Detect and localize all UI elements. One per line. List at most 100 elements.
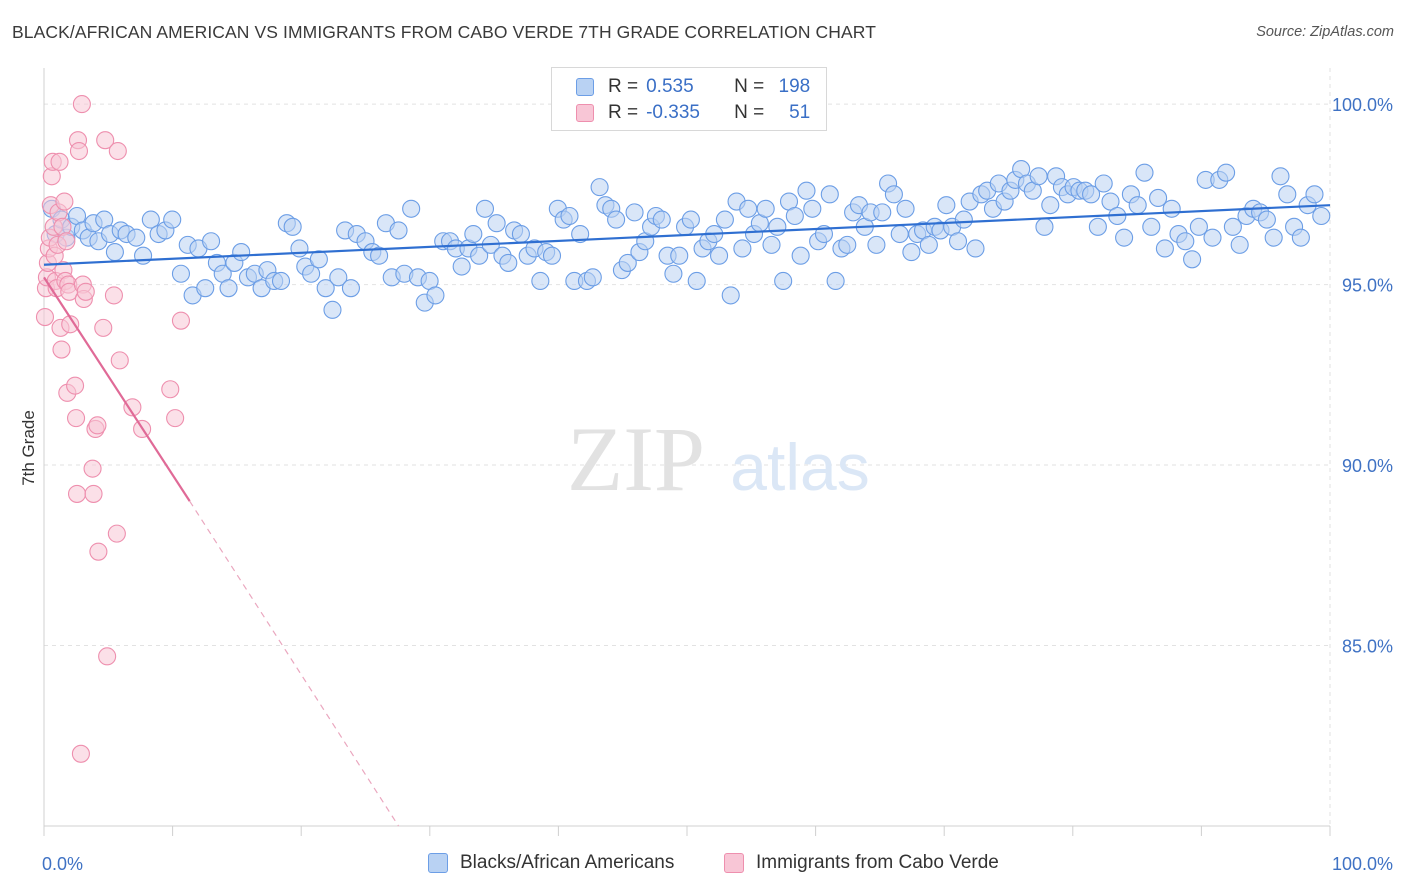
- data-point: [797, 181, 816, 200]
- legend-n-value: 51: [789, 102, 811, 123]
- watermark: ZIP atlas: [567, 408, 870, 510]
- data-point: [110, 351, 129, 370]
- legend-item-cabo-verde[interactable]: Immigrants from Cabo Verde: [724, 852, 999, 874]
- data-point: [838, 235, 857, 254]
- data-point: [1264, 228, 1283, 247]
- watermark-zip: ZIP: [567, 408, 705, 510]
- x-tick-label-max: 100.0%: [1332, 854, 1393, 874]
- data-point: [1155, 239, 1174, 258]
- data-point: [163, 210, 182, 229]
- trend-line-cabo-verde: [43, 276, 191, 502]
- data-point: [1278, 185, 1297, 204]
- stats-legend: R = 0.535 N = 198 R = -0.335 N = 51: [551, 67, 827, 131]
- data-point: [1217, 163, 1236, 182]
- data-point: [1135, 163, 1154, 182]
- legend-label-blacks: Blacks/African Americans: [460, 852, 675, 873]
- data-point: [1271, 167, 1290, 186]
- data-point: [670, 246, 689, 265]
- data-point: [487, 214, 506, 233]
- data-point: [710, 246, 729, 265]
- data-point: [127, 228, 146, 247]
- data-point: [774, 271, 793, 291]
- y-tick-label: 95.0%: [1342, 276, 1393, 296]
- data-point: [1203, 228, 1222, 247]
- data-point: [1035, 217, 1054, 236]
- data-point: [71, 744, 90, 763]
- data-point: [1088, 217, 1107, 236]
- data-point: [107, 524, 126, 543]
- data-point: [283, 217, 302, 236]
- data-point: [323, 300, 342, 319]
- data-point: [52, 340, 71, 359]
- data-point: [733, 239, 752, 258]
- data-point: [55, 192, 74, 211]
- legend-n-label: N =: [734, 102, 765, 123]
- data-point: [954, 210, 973, 229]
- data-point: [571, 224, 590, 244]
- data-point: [98, 647, 117, 666]
- data-point: [389, 221, 408, 240]
- data-point: [1312, 206, 1331, 226]
- trend-lines: [43, 204, 1331, 827]
- data-point: [1162, 199, 1181, 218]
- data-point: [464, 224, 483, 244]
- data-point: [329, 268, 348, 287]
- data-point: [902, 243, 921, 262]
- data-point: [531, 271, 550, 291]
- data-point: [66, 376, 85, 395]
- data-point: [919, 235, 938, 254]
- data-point: [452, 257, 471, 276]
- data-point: [105, 243, 124, 262]
- axes: [43, 68, 1331, 836]
- data-point: [402, 199, 421, 218]
- data-point: [1305, 185, 1324, 204]
- data-point: [309, 250, 328, 269]
- data-point: [966, 239, 985, 258]
- data-point: [84, 484, 103, 503]
- data-point: [108, 141, 127, 161]
- data-point: [826, 271, 845, 291]
- watermark-atlas: atlas: [730, 430, 869, 504]
- data-point: [560, 206, 579, 226]
- data-point: [768, 217, 787, 236]
- series-cabo-verde: [35, 95, 191, 763]
- series-legend: Blacks/African Americans Immigrants from…: [0, 852, 1406, 878]
- data-point: [69, 141, 89, 161]
- data-point: [171, 264, 191, 283]
- data-point: [141, 210, 160, 229]
- data-point: [426, 286, 445, 305]
- data-point: [715, 210, 734, 229]
- legend-label-cabo-verde: Immigrants from Cabo Verde: [756, 852, 999, 873]
- data-point: [1041, 196, 1060, 215]
- data-point: [302, 264, 321, 283]
- data-point: [625, 203, 644, 222]
- y-tick-label: 85.0%: [1342, 637, 1393, 657]
- data-point: [67, 484, 87, 503]
- data-point: [89, 542, 108, 561]
- data-point: [1142, 217, 1161, 236]
- legend-r-label: R =: [608, 76, 639, 97]
- data-point: [290, 239, 309, 258]
- data-point: [820, 185, 839, 204]
- data-point: [791, 246, 810, 265]
- x-tick-label-min: 0.0%: [42, 854, 83, 874]
- data-point: [1115, 228, 1134, 247]
- data-point: [867, 235, 886, 254]
- data-point: [1230, 235, 1249, 254]
- source-label: Source: ZipAtlas.com: [1256, 24, 1394, 40]
- data-point: [475, 199, 495, 218]
- data-point: [232, 243, 251, 262]
- data-point: [123, 398, 142, 417]
- data-point: [83, 459, 102, 478]
- legend-swatch-blacks: [576, 78, 594, 96]
- legend-item-blacks[interactable]: Blacks/African Americans: [428, 852, 674, 874]
- legend-r-value: 0.535: [646, 76, 694, 97]
- data-point: [470, 246, 489, 265]
- data-point: [890, 224, 909, 244]
- data-point: [88, 416, 107, 435]
- data-point: [756, 199, 775, 218]
- data-point: [511, 224, 530, 244]
- data-point: [171, 311, 191, 330]
- data-point: [196, 279, 215, 298]
- legend-n-value: 198: [778, 76, 811, 97]
